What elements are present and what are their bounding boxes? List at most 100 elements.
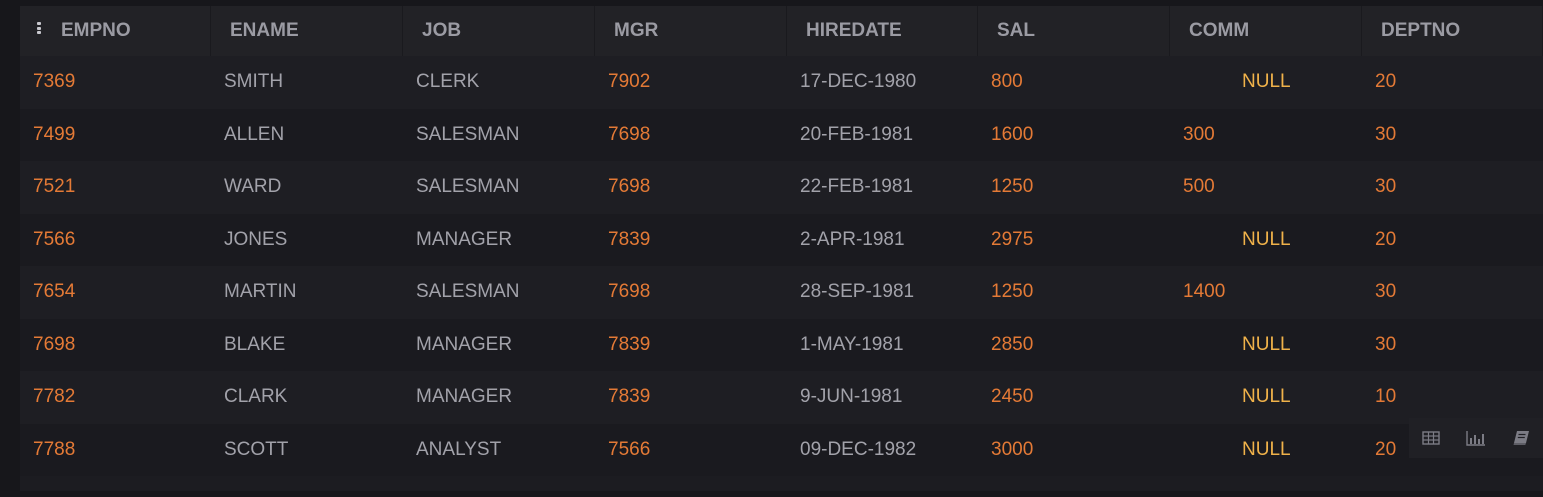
cell-job[interactable]: CLERK [403,56,595,109]
cell-sal[interactable]: 800 [978,56,1170,109]
header-comm[interactable]: COMM [1170,6,1362,56]
cell-comm[interactable]: NULL [1170,56,1362,109]
cell-empno[interactable]: 7782 [20,371,211,424]
cell-job[interactable]: ANALYST [403,424,595,477]
cell-sal[interactable]: 1250 [978,266,1170,319]
cell-empno[interactable]: 7566 [20,214,211,267]
cell-value: 10 [1375,386,1397,407]
table-icon[interactable] [1421,429,1441,447]
cell-ename[interactable]: MARTIN [211,266,403,319]
cell-comm[interactable]: NULL [1170,319,1362,372]
cell-empno[interactable]: 7369 [20,56,211,109]
table-row[interactable]: 7654 MARTIN SALESMAN 7698 28-SEP-1981 1250 140… [20,266,1543,319]
result-grid: EMPNO ENAME JOB MGR HIREDATE SAL COMM DE… [20,6,1543,491]
cell-value: JONES [224,228,288,250]
cell-ename[interactable]: SMITH [211,56,403,109]
cell-comm[interactable]: NULL [1170,371,1362,424]
cell-value: MANAGER [416,333,513,355]
cell-mgr[interactable]: 7566 [595,424,787,477]
cell-hiredate[interactable]: 2-APR-1981 [787,214,978,267]
cell-mgr[interactable]: 7698 [595,266,787,319]
cell-job[interactable]: MANAGER [403,214,595,267]
cell-hiredate[interactable]: 22-FEB-1981 [787,161,978,214]
cell-value: 7839 [608,386,651,407]
header-job[interactable]: JOB [403,6,595,56]
cell-mgr[interactable]: 7839 [595,371,787,424]
cell-ename[interactable]: WARD [211,161,403,214]
cell-hiredate[interactable]: 1-MAY-1981 [787,319,978,372]
cell-ename[interactable]: SCOTT [211,424,403,477]
cell-value: 20 [1375,71,1397,92]
cell-sal[interactable]: 2850 [978,319,1170,372]
cell-empno[interactable]: 7654 [20,266,211,319]
cell-value: 7499 [33,123,76,145]
cell-deptno[interactable]: 20 [1362,424,1543,477]
cell-job[interactable]: SALESMAN [403,109,595,162]
cell-deptno[interactable]: 30 [1362,161,1543,214]
cell-hiredate[interactable]: 28-SEP-1981 [787,266,978,319]
table-row[interactable]: 7369 SMITH CLERK 7902 17-DEC-1980 800 NULL 20 [20,56,1543,109]
table-row[interactable]: 7698 BLAKE MANAGER 7839 1-MAY-1981 2850 NULL 30 [20,318,1543,372]
cell-hiredate[interactable]: 9-JUN-1981 [787,371,978,424]
cell-value: CLERK [416,71,480,92]
cell-sal[interactable]: 2450 [978,371,1170,424]
cell-job[interactable]: SALESMAN [403,266,595,319]
header-sal[interactable]: SAL [978,6,1170,56]
cell-ename[interactable]: BLAKE [211,319,403,372]
cell-comm[interactable]: 1400 [1170,266,1362,319]
cell-job[interactable]: SALESMAN [403,161,595,214]
cell-value: 20 [1375,438,1397,460]
cell-job[interactable]: MANAGER [403,371,595,424]
cell-deptno[interactable]: 30 [1362,319,1543,372]
cell-ename[interactable]: JONES [211,214,403,267]
header-hiredate[interactable]: HIREDATE [787,6,978,56]
cell-comm[interactable]: NULL [1170,424,1362,477]
grid-header: EMPNO ENAME JOB MGR HIREDATE SAL COMM DE… [20,6,1543,56]
cell-ename[interactable]: ALLEN [211,109,403,162]
cell-sal[interactable]: 3000 [978,424,1170,477]
cell-value: 22-FEB-1981 [800,176,914,197]
cell-sal[interactable]: 2975 [978,214,1170,267]
cell-mgr[interactable]: 7902 [595,56,787,109]
cell-sal[interactable]: 1250 [978,161,1170,214]
cell-mgr[interactable]: 7698 [595,109,787,162]
cell-ename[interactable]: CLARK [211,371,403,424]
cell-comm[interactable]: NULL [1170,214,1362,267]
kebab-icon[interactable] [37,22,41,34]
table-row[interactable]: 7566 JONES MANAGER 7839 2-APR-1981 2975 NULL 20 [20,213,1543,267]
cell-deptno[interactable]: 10 [1362,371,1543,424]
table-row[interactable]: 7521 WARD SALESMAN 7698 22-FEB-1981 1250 500 30 [20,161,1543,214]
header-mgr[interactable]: MGR [595,6,787,56]
cell-hiredate[interactable]: 20-FEB-1981 [787,109,978,162]
cell-value: SMITH [224,71,284,92]
cell-job[interactable]: MANAGER [403,319,595,372]
book-icon[interactable] [1511,429,1531,447]
cell-mgr[interactable]: 7698 [595,161,787,214]
cell-value: 7788 [33,438,76,460]
cell-deptno[interactable]: 20 [1362,56,1543,109]
cell-empno[interactable]: 7788 [20,424,211,477]
cell-empno[interactable]: 7698 [20,319,211,372]
header-deptno[interactable]: DEPTNO [1362,6,1543,56]
cell-hiredate[interactable]: 17-DEC-1980 [787,56,978,109]
header-ename[interactable]: ENAME [211,6,403,56]
table-row[interactable]: 7788 SCOTT ANALYST 7566 09-DEC-1982 3000 NULL 2… [20,423,1543,477]
cell-sal[interactable]: 1600 [978,109,1170,162]
cell-comm[interactable]: 300 [1170,109,1362,162]
header-empno[interactable]: EMPNO [20,6,211,56]
cell-value: NULL [1242,71,1291,92]
cell-empno[interactable]: 7521 [20,161,211,214]
cell-value: ANALYST [416,438,502,460]
table-row[interactable]: 7782 CLARK MANAGER 7839 9-JUN-1981 2450 NULL 10 [20,371,1543,424]
cell-comm[interactable]: 500 [1170,161,1362,214]
cell-value: 20-FEB-1981 [800,123,914,145]
table-row[interactable]: 7499 ALLEN SALESMAN 7698 20-FEB-1981 1600 300 3… [20,108,1543,162]
cell-deptno[interactable]: 30 [1362,109,1543,162]
cell-mgr[interactable]: 7839 [595,319,787,372]
cell-mgr[interactable]: 7839 [595,214,787,267]
cell-hiredate[interactable]: 09-DEC-1982 [787,424,978,477]
cell-deptno[interactable]: 30 [1362,266,1543,319]
cell-empno[interactable]: 7499 [20,109,211,162]
bar-chart-icon[interactable] [1466,429,1486,447]
cell-deptno[interactable]: 20 [1362,214,1543,267]
